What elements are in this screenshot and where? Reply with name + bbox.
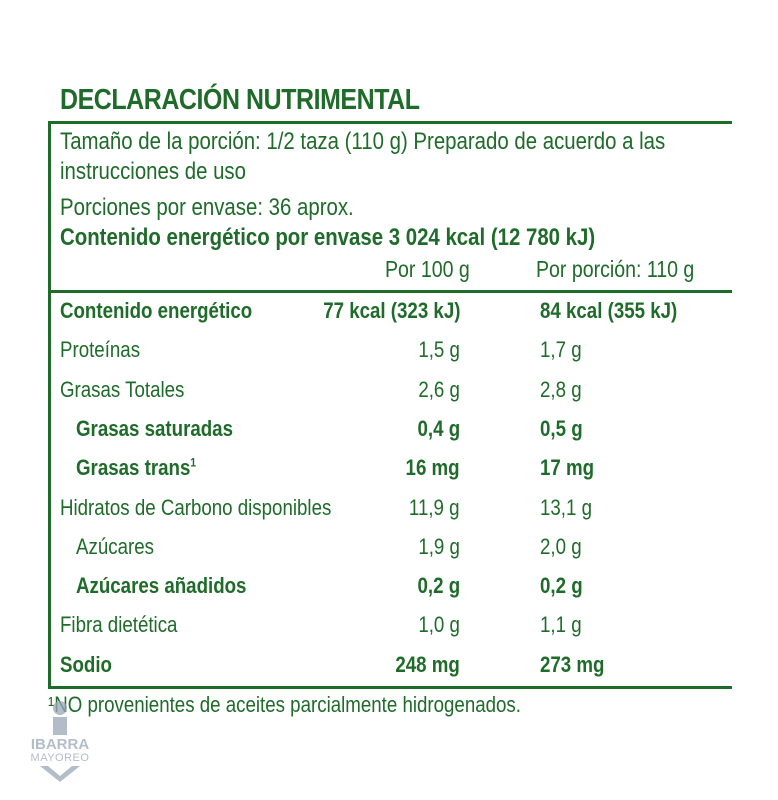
watermark-figure-icon xyxy=(40,701,80,782)
nutrient-row: Sodio 248 mg 273 mg xyxy=(0,652,778,682)
energy-per-container: Contenido energético por envase 3 024 kc… xyxy=(60,224,596,251)
nutrient-row: Azúcares añadidos 0,2 g 0,2 g xyxy=(0,573,778,603)
nutrient-label-text: Grasas trans xyxy=(76,455,191,481)
nutrient-label: Hidratos de Carbono disponibles xyxy=(60,495,331,521)
value-per-serving: 273 mg xyxy=(540,651,605,677)
value-per-serving: 2,0 g xyxy=(540,533,582,559)
nutrient-label-text: Hidratos de Carbono disponibles xyxy=(60,494,332,520)
value-per-serving: 84 kcal (355 kJ) xyxy=(540,298,678,323)
nutrient-label: Fibra dietética xyxy=(60,612,177,638)
nutrient-label-text: Azúcares añadidos xyxy=(76,573,247,599)
bottom-rule xyxy=(48,686,732,689)
nutrient-label-text: Grasas Totales xyxy=(60,376,185,402)
ibarra-mayoreo-watermark: IBARRA MAYOREO xyxy=(20,700,100,785)
value-per-100g: 2,6 g xyxy=(418,376,460,402)
nutrient-label: Grasas Totales xyxy=(60,377,184,403)
footnote: ¹NO provenientes de aceites parcialmente… xyxy=(48,692,521,717)
value-per-100g: 11,9 g xyxy=(409,494,460,520)
value-per-serving: 0,5 g xyxy=(540,415,583,441)
value-per-serving: 2,8 g xyxy=(540,376,582,402)
value-per-100g: 1,9 g xyxy=(418,533,460,559)
nutrient-label: Grasas trans1 xyxy=(76,455,196,481)
value-per-100g: 0,4 g xyxy=(417,415,460,441)
nutrient-label: Grasas saturadas xyxy=(76,416,233,442)
panel-title: DECLARACIÓN NUTRIMENTAL xyxy=(60,84,420,116)
value-per-100g: 0,2 g xyxy=(417,573,460,599)
nutrient-row: Hidratos de Carbono disponibles 11,9 g 13,… xyxy=(0,495,778,525)
value-per-serving: 17 mg xyxy=(540,455,595,481)
header-rule xyxy=(48,290,732,293)
value-per-100g: 77 kcal (323 kJ) xyxy=(322,298,460,323)
left-rule xyxy=(48,121,51,689)
nutrient-label-text: Grasas saturadas xyxy=(76,415,233,441)
nutrient-label-text: Fibra dietética xyxy=(60,612,178,638)
value-per-serving: 1,1 g xyxy=(540,612,582,638)
value-per-100g: 1,5 g xyxy=(418,337,460,363)
nutrient-label-text: Proteínas xyxy=(60,337,141,363)
value-per-100g: 1,0 g xyxy=(418,612,460,638)
footnote-marker: 1 xyxy=(190,455,197,470)
nutrient-row: Contenido energético 77 kcal (323 kJ) 84 k… xyxy=(0,298,778,328)
value-per-serving: 0,2 g xyxy=(540,573,583,599)
watermark-text-line1: IBARRA xyxy=(30,736,90,753)
column-header-per-serving: Por porción: 110 g xyxy=(536,256,695,282)
serving-size-text: Tamaño de la porción: 1/2 taza (110 g) P… xyxy=(60,128,666,155)
servings-per-container: Porciones por envase: 36 aprox. xyxy=(60,194,354,221)
serving-size-continuation: instrucciones de uso xyxy=(60,158,246,185)
value-per-100g: 248 mg xyxy=(395,651,460,677)
top-rule xyxy=(48,121,732,124)
nutrient-row: Grasas trans1 16 mg 17 mg xyxy=(0,455,778,485)
column-header-per-100g: Por 100 g xyxy=(385,256,470,282)
value-per-100g: 16 mg xyxy=(405,455,460,481)
nutrient-label-text: Sodio xyxy=(60,651,112,677)
nutrient-row: Grasas Totales 2,6 g 2,8 g xyxy=(0,377,778,407)
nutrient-label: Azúcares xyxy=(76,534,154,560)
nutrient-label-text: Azúcares xyxy=(76,533,154,559)
nutrient-label: Azúcares añadidos xyxy=(76,573,246,599)
nutrient-row: Azúcares 1,9 g 2,0 g xyxy=(0,534,778,564)
value-per-serving: 13,1 g xyxy=(540,494,592,520)
nutrient-label: Proteínas xyxy=(60,337,140,363)
nutrient-label: Contenido energético xyxy=(60,298,252,324)
watermark-text-line2: MAYOREO xyxy=(30,752,90,764)
nutrient-label-text: Contenido energético xyxy=(60,298,253,323)
value-per-serving: 1,7 g xyxy=(540,337,582,363)
nutrient-label: Sodio xyxy=(60,652,112,678)
nutrient-row: Proteínas 1,5 g 1,7 g xyxy=(0,337,778,367)
nutrient-row: Grasas saturadas 0,4 g 0,5 g xyxy=(0,416,778,446)
nutrient-row: Fibra dietética 1,0 g 1,1 g xyxy=(0,612,778,642)
